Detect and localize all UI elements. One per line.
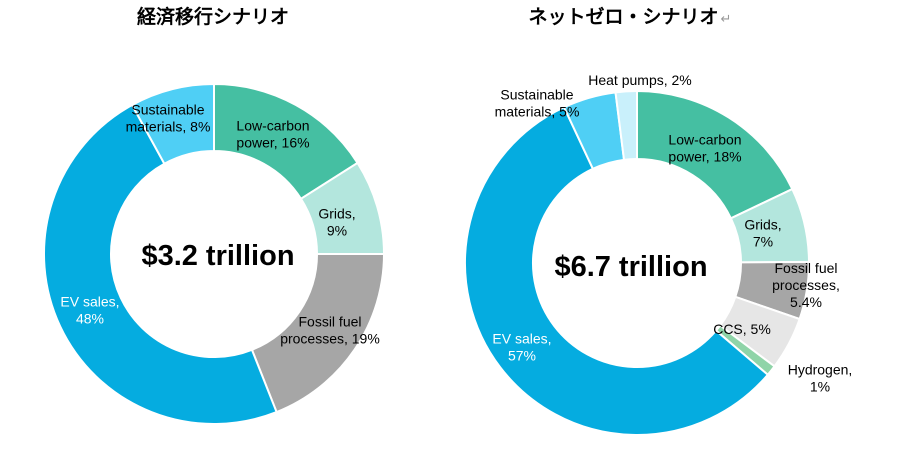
slice-label-ccs: CCS, 5% [713, 321, 771, 337]
slice-label-line: Grids, [744, 217, 781, 233]
slice-label-line: EV sales, [492, 331, 551, 347]
return-mark: ↵ [720, 12, 732, 27]
slice-label-low-carbon-power: Low-carbon power, 18% [668, 132, 741, 165]
donut-slice-sustainable-materials [130, 82, 215, 166]
chart-title-text: 経済移行シナリオ [136, 6, 289, 28]
slice-label-line: power, 16% [236, 135, 309, 151]
slice-label-grids: Grids, 7% [744, 217, 781, 250]
slice-label-line: Grids, [318, 206, 355, 222]
slice-label-line: materials, 8% [126, 119, 211, 135]
donut-slice-ev-sales [464, 105, 770, 436]
slice-label-line: 48% [76, 311, 104, 327]
donut-chart-net-zero: Low-carbon power, 18%Grids, 7%Fossil fuel p… [464, 72, 853, 436]
slice-label-fossil-fuel-processes: Fossil fuel processes, 5.4% [772, 260, 840, 310]
center-total-label: $6.7 trillion [554, 251, 707, 283]
slice-label-ev-sales: EV sales, 57% [492, 331, 551, 364]
slice-label-line: Hydrogen, [788, 362, 853, 378]
slice-label-line: Fossil fuel [298, 314, 361, 330]
slice-label-line: CCS, 5% [713, 321, 771, 337]
slice-label-line: Sustainable [131, 102, 204, 118]
slice-label-heat-pumps: Heat pumps, 2% [588, 72, 692, 88]
slice-label-grids: Grids, 9% [318, 206, 355, 239]
slice-label-sustainable-materials: Sustainable materials, 8% [126, 102, 211, 135]
slice-label-line: materials, 5% [495, 104, 580, 120]
slice-label-line: Low-carbon [236, 118, 309, 134]
donut-chart-economic-transition: Low-carbon power, 16%Grids, 9%Fossil fuel p… [43, 82, 386, 425]
slice-label-line: Heat pumps, 2% [588, 72, 692, 88]
slice-label-sustainable-materials: Sustainable materials, 5% [495, 87, 580, 120]
slice-label-line: Sustainable [500, 87, 573, 103]
slice-label-line: Low-carbon [668, 132, 741, 148]
slice-label-line: 1% [810, 379, 830, 395]
slice-label-line: 7% [753, 234, 773, 250]
slice-label-ev-sales: EV sales, 48% [60, 294, 119, 327]
slice-label-line: 9% [327, 223, 347, 239]
slice-label-low-carbon-power: Low-carbon power, 16% [236, 118, 309, 151]
slice-label-line: Fossil fuel [774, 260, 837, 276]
slice-label-line: power, 18% [668, 149, 741, 165]
center-total-label: $3.2 trillion [141, 240, 294, 272]
donut-slice-heat-pumps [614, 89, 638, 161]
slice-label-line: EV sales, [60, 294, 119, 310]
chart-title-text: ネットゼロ・シナリオ [528, 6, 719, 28]
slice-label-line: processes, [772, 277, 840, 293]
donut-slice-ev-sales [43, 103, 278, 425]
slice-label-line: 57% [508, 348, 536, 364]
slice-label-fossil-fuel-processes: Fossil fuel processes, 19% [280, 314, 380, 347]
slice-label-line: processes, 19% [280, 331, 380, 347]
chart-title-economic-transition: 経済移行シナリオ [0, 2, 426, 29]
chart-title-net-zero: ネットゼロ・シナリオ ↵ [440, 2, 820, 29]
slice-label-hydrogen: Hydrogen, 1% [788, 362, 853, 395]
slice-label-line: 5.4% [790, 294, 822, 310]
